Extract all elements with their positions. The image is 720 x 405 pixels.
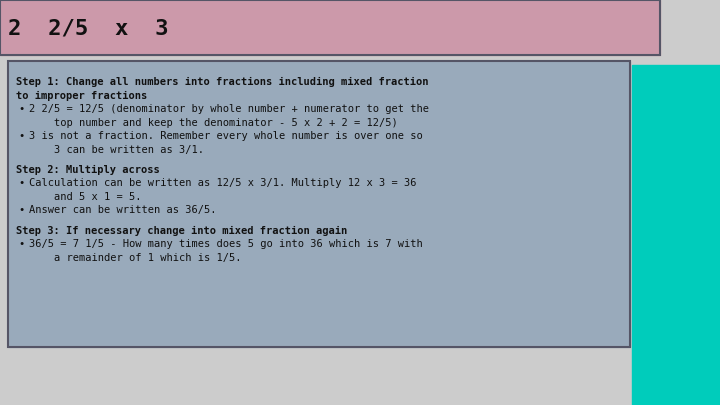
- Text: 2 2/5 = 12/5 (denominator by whole number + numerator to get the: 2 2/5 = 12/5 (denominator by whole numbe…: [29, 104, 429, 114]
- Text: 3 is not a fraction. Remember every whole number is over one so: 3 is not a fraction. Remember every whol…: [29, 131, 423, 141]
- Text: •: •: [18, 205, 24, 215]
- Text: 3 can be written as 3/1.: 3 can be written as 3/1.: [29, 145, 204, 154]
- Text: •: •: [18, 178, 24, 188]
- Text: to improper fractions: to improper fractions: [16, 90, 148, 100]
- Text: •: •: [18, 239, 24, 249]
- Bar: [632, 65, 720, 405]
- Bar: [0, 0, 660, 55]
- Text: Step 2: Multiply across: Step 2: Multiply across: [16, 165, 160, 175]
- Text: Step 3: If necessary change into mixed fraction again: Step 3: If necessary change into mixed f…: [16, 226, 347, 236]
- Bar: [8, 61, 630, 347]
- Text: Calculation can be written as 12/5 x 3/1. Multiply 12 x 3 = 36: Calculation can be written as 12/5 x 3/1…: [29, 178, 416, 188]
- Text: top number and keep the denominator - 5 x 2 + 2 = 12/5): top number and keep the denominator - 5 …: [29, 117, 397, 128]
- Text: 36/5 = 7 1/5 - How many times does 5 go into 36 which is 7 with: 36/5 = 7 1/5 - How many times does 5 go …: [29, 239, 423, 249]
- Text: and 5 x 1 = 5.: and 5 x 1 = 5.: [29, 192, 142, 202]
- Text: •: •: [18, 131, 24, 141]
- Text: Answer can be written as 36/5.: Answer can be written as 36/5.: [29, 205, 217, 215]
- Text: •: •: [18, 104, 24, 114]
- Bar: [0, 0, 660, 55]
- Bar: [8, 61, 630, 347]
- Text: a remainder of 1 which is 1/5.: a remainder of 1 which is 1/5.: [29, 252, 241, 262]
- Text: 2  2/5  x  3: 2 2/5 x 3: [8, 18, 168, 38]
- Text: Step 1: Change all numbers into fractions including mixed fraction: Step 1: Change all numbers into fraction…: [16, 77, 428, 87]
